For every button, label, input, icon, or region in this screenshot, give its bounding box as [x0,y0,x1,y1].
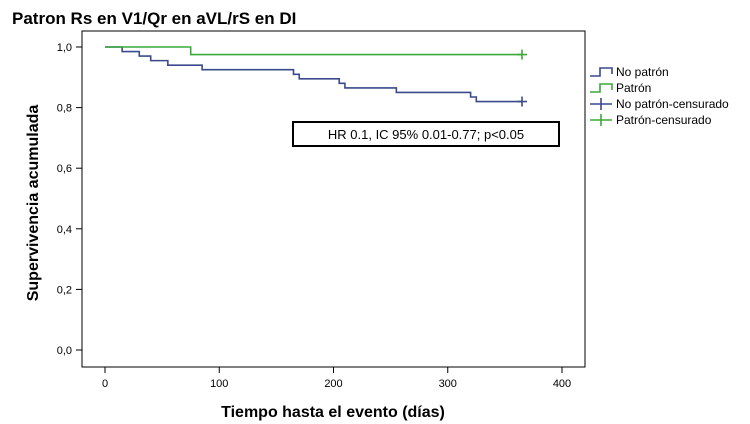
legend-label: No patrón [616,65,669,79]
series-layer [105,46,523,103]
y-axis: 0,0 0,2 0,4 0,6 0,8 1,0 [57,42,82,357]
annotation-text: HR 0.1, IC 95% 0.01-0.77; p<0.05 [328,127,524,142]
censor-layer [517,49,528,107]
plot-area-frame [81,30,586,368]
series-line-patron [105,46,523,56]
y-tick-label: 1,0 [57,42,72,54]
x-axis-title: Tiempo hasta el evento (días) [221,404,445,421]
legend-swatch [590,67,613,77]
x-tick-label: 300 [439,378,457,390]
y-tick-label: 0,8 [57,103,72,115]
legend-label: Patrón [616,81,651,95]
legend-swatch [590,83,613,93]
series-line-no-patron [105,46,523,103]
x-tick-label: 200 [324,378,342,390]
x-axis: 0 100 200 300 400 [102,367,571,390]
y-tick-label: 0,6 [57,163,72,175]
legend-item-no-patron: No patrón [590,65,669,79]
hr-annotation: HR 0.1, IC 95% 0.01-0.77; p<0.05 [292,121,560,147]
legend: No patrón Patrón No patrón-censurado Patrón… [590,65,729,127]
censor-mark-no-patron [517,96,528,107]
x-tick-label: 100 [210,378,228,390]
y-tick-label: 0,2 [57,284,72,296]
legend-item-patron-censurado: Patrón-censurado [590,113,712,127]
censor-mark-patron [517,49,528,60]
chart-title: Patron Rs en V1/Qr en aVL/rS en DI [12,9,296,28]
annotation-box [292,121,560,147]
x-tick-label: 0 [102,378,108,390]
legend-item-no-patron-censurado: No patrón-censurado [590,97,729,111]
y-tick-label: 0,4 [57,224,72,236]
x-tick-label: 400 [553,378,571,390]
legend-label: No patrón-censurado [616,97,729,111]
y-tick-label: 0,0 [57,345,72,357]
y-axis-title: Supervivencia acumulada [25,105,42,302]
legend-label: Patrón-censurado [616,113,712,127]
legend-item-patron: Patrón [590,81,651,95]
